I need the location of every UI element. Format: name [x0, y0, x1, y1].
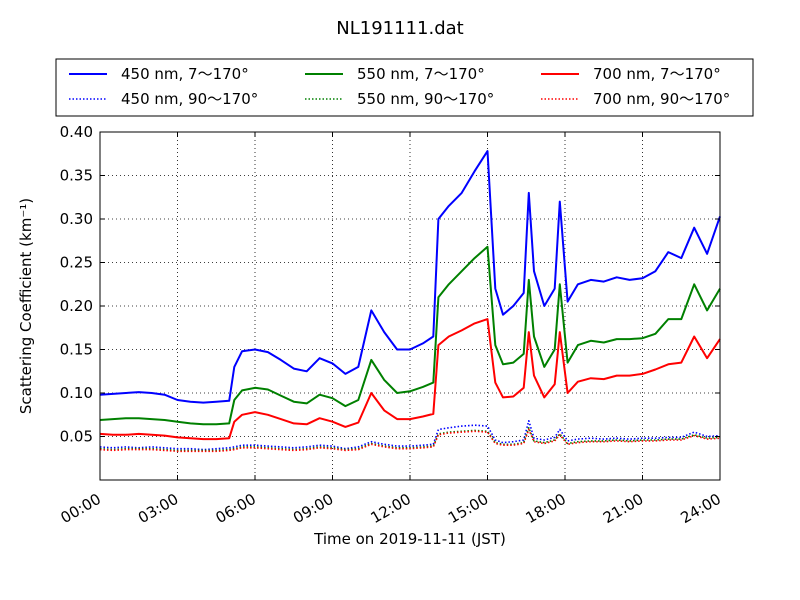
x-tick-label: 06:00: [213, 490, 259, 527]
x-tick-label: 21:00: [600, 490, 646, 527]
series-line-1: [99, 245, 721, 426]
x-tick-label: 18:00: [523, 490, 569, 527]
x-axis-label: Time on 2019-11-11 (JST): [313, 530, 506, 548]
chart-title: NL191111.dat: [336, 18, 464, 39]
legend: 450 nm, 7～170° 550 nm, 7～170° 700 nm, 7～17…: [55, 58, 754, 117]
y-tick-label: 0.35: [60, 167, 93, 185]
y-axis-label: Scattering Coefficient (km⁻¹): [17, 198, 35, 414]
legend-label-3: 450 nm, 90～170°: [121, 90, 258, 108]
y-tick-label: 0.25: [60, 254, 93, 272]
x-tick-label: 03:00: [135, 490, 181, 527]
y-tick-label: 0.30: [60, 210, 93, 228]
x-tick-label: 12:00: [368, 490, 414, 527]
y-tick-label: 0.20: [60, 297, 93, 315]
y-tick-label: 0.15: [60, 341, 93, 359]
x-tick-label: 15:00: [445, 490, 491, 527]
series-line-0: [99, 150, 721, 404]
legend-box: [55, 58, 754, 117]
y-tick-label: 0.10: [60, 384, 93, 402]
series-line-3: [99, 420, 721, 451]
tick-layer: 00:00 03:00 06:00 09:00 12:00 15:00 18:00 21:00…: [58, 123, 724, 527]
x-tick-label: 24:00: [678, 490, 724, 527]
y-tick-label: 0.05: [60, 428, 93, 446]
x-tick-label: 00:00: [58, 490, 104, 527]
legend-label-4: 550 nm, 90～170°: [357, 90, 494, 108]
series-line-2: [99, 318, 721, 441]
x-tick-label: 09:00: [290, 490, 336, 527]
legend-label-5: 700 nm, 90～170°: [593, 90, 730, 108]
series-line-4: [99, 427, 721, 452]
legend-label-1: 550 nm, 7～170°: [357, 65, 485, 83]
grid-layer: [100, 132, 720, 480]
series-line-5: [99, 428, 721, 453]
legend-label-0: 450 nm, 7～170°: [121, 65, 249, 83]
series-layer: [99, 150, 721, 453]
legend-label-2: 700 nm, 7～170°: [593, 65, 721, 83]
y-tick-label: 0.40: [60, 123, 93, 141]
